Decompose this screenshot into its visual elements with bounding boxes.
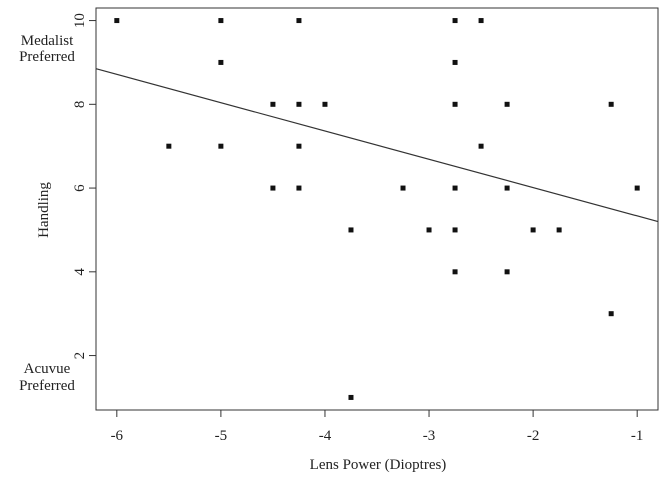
data-point xyxy=(114,18,120,24)
data-point xyxy=(348,394,354,400)
x-axis-title: Lens Power (Dioptres) xyxy=(310,457,447,473)
y-tick-label: 6 xyxy=(72,184,88,192)
data-point xyxy=(296,185,302,191)
data-point xyxy=(296,101,302,107)
data-point xyxy=(478,143,484,149)
plot-border xyxy=(95,7,659,411)
y-tick-label: 4 xyxy=(72,268,88,276)
annotation-top-line1: Medalist xyxy=(21,33,74,49)
data-point xyxy=(296,143,302,149)
y-axis: 2 4 6 8 10 xyxy=(72,13,96,359)
data-point xyxy=(270,185,276,191)
data-point xyxy=(426,227,432,233)
data-point xyxy=(634,185,640,191)
x-tick-label: -5 xyxy=(215,428,228,444)
data-point xyxy=(296,18,302,24)
x-tick-label: -1 xyxy=(631,428,644,444)
regression-line xyxy=(95,68,659,223)
data-point xyxy=(608,101,614,107)
data-point xyxy=(556,227,562,233)
data-point xyxy=(452,269,458,275)
data-point xyxy=(452,101,458,107)
plot-area xyxy=(95,7,659,411)
y-axis-title: Handling xyxy=(36,182,52,238)
data-point xyxy=(270,101,276,107)
x-tick-label: -4 xyxy=(319,428,332,444)
data-point xyxy=(452,227,458,233)
annotation-top-line2: Preferred xyxy=(19,49,75,65)
data-point xyxy=(452,185,458,191)
regression-line-group xyxy=(95,68,659,223)
data-point xyxy=(166,143,172,149)
y-tick-label: 10 xyxy=(72,13,88,28)
data-points xyxy=(114,18,640,400)
data-point xyxy=(322,101,328,107)
y-tick-label: 2 xyxy=(72,352,88,360)
annotation-bottom-line1: Acuvue xyxy=(24,361,71,377)
data-point xyxy=(452,18,458,24)
data-point xyxy=(504,269,510,275)
x-axis: -6 -5 -4 -3 -2 -1 xyxy=(111,410,644,444)
data-point xyxy=(530,227,536,233)
x-tick-label: -6 xyxy=(111,428,124,444)
y-tick-label: 8 xyxy=(72,101,88,109)
data-point xyxy=(478,18,484,24)
data-point xyxy=(218,18,224,24)
data-point xyxy=(452,59,458,65)
annotation-bottom-line2: Preferred xyxy=(19,378,75,394)
data-point xyxy=(218,143,224,149)
data-point xyxy=(504,101,510,107)
data-point xyxy=(348,227,354,233)
x-tick-label: -3 xyxy=(423,428,436,444)
data-point xyxy=(504,185,510,191)
data-point xyxy=(218,59,224,65)
x-tick-label: -2 xyxy=(527,428,540,444)
data-point xyxy=(400,185,406,191)
data-point xyxy=(608,311,614,317)
